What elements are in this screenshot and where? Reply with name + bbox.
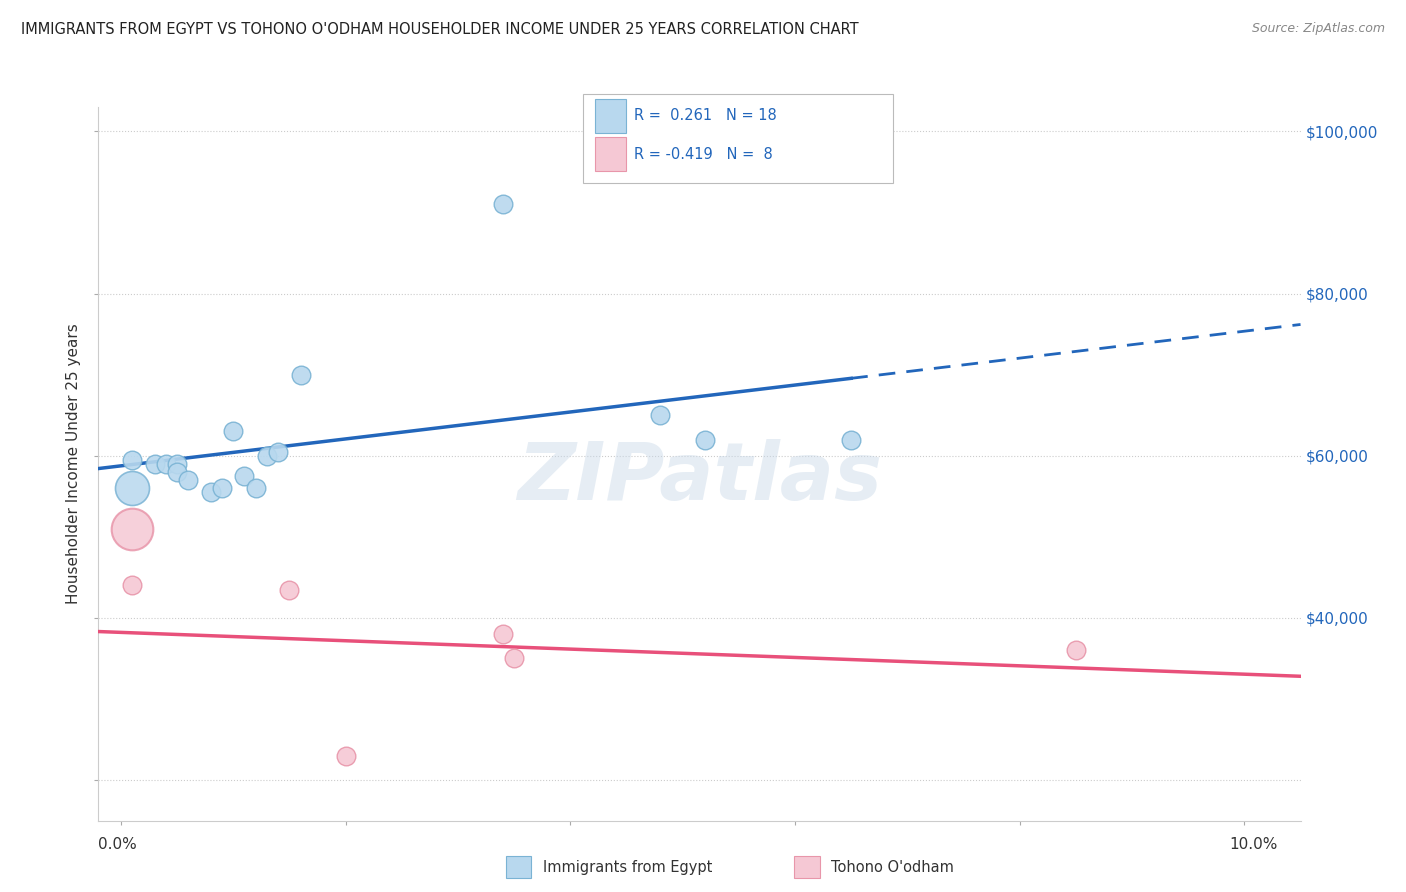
Point — [278, 582, 301, 597]
Point — [839, 433, 862, 447]
Text: R =  0.261   N = 18: R = 0.261 N = 18 — [634, 109, 778, 123]
Point — [693, 433, 716, 447]
Text: 10.0%: 10.0% — [1230, 837, 1278, 852]
Point — [492, 627, 515, 641]
Point — [650, 408, 672, 422]
Text: Immigrants from Egypt: Immigrants from Egypt — [543, 860, 711, 874]
Point — [155, 457, 177, 471]
Point — [166, 465, 188, 479]
Point — [121, 481, 143, 495]
Point — [267, 444, 290, 458]
Point — [492, 197, 515, 211]
Point — [256, 449, 278, 463]
Point — [121, 452, 143, 467]
Text: Tohono O'odham: Tohono O'odham — [831, 860, 953, 874]
Text: 0.0%: 0.0% — [98, 837, 138, 852]
Text: IMMIGRANTS FROM EGYPT VS TOHONO O'ODHAM HOUSEHOLDER INCOME UNDER 25 YEARS CORREL: IMMIGRANTS FROM EGYPT VS TOHONO O'ODHAM … — [21, 22, 859, 37]
Point — [177, 473, 200, 487]
Point — [290, 368, 312, 382]
Point — [211, 481, 233, 495]
Point — [503, 651, 526, 665]
Point — [200, 485, 222, 500]
Point — [143, 457, 166, 471]
Y-axis label: Householder Income Under 25 years: Householder Income Under 25 years — [66, 324, 82, 604]
Text: R = -0.419   N =  8: R = -0.419 N = 8 — [634, 147, 773, 161]
Point — [245, 481, 267, 495]
Point — [335, 748, 357, 763]
Point — [233, 469, 256, 483]
Point — [1064, 643, 1087, 657]
Text: Source: ZipAtlas.com: Source: ZipAtlas.com — [1251, 22, 1385, 36]
Point — [166, 457, 188, 471]
Text: ZIPatlas: ZIPatlas — [517, 439, 882, 517]
Point — [121, 578, 143, 592]
Point — [121, 522, 143, 536]
Point — [222, 425, 245, 439]
